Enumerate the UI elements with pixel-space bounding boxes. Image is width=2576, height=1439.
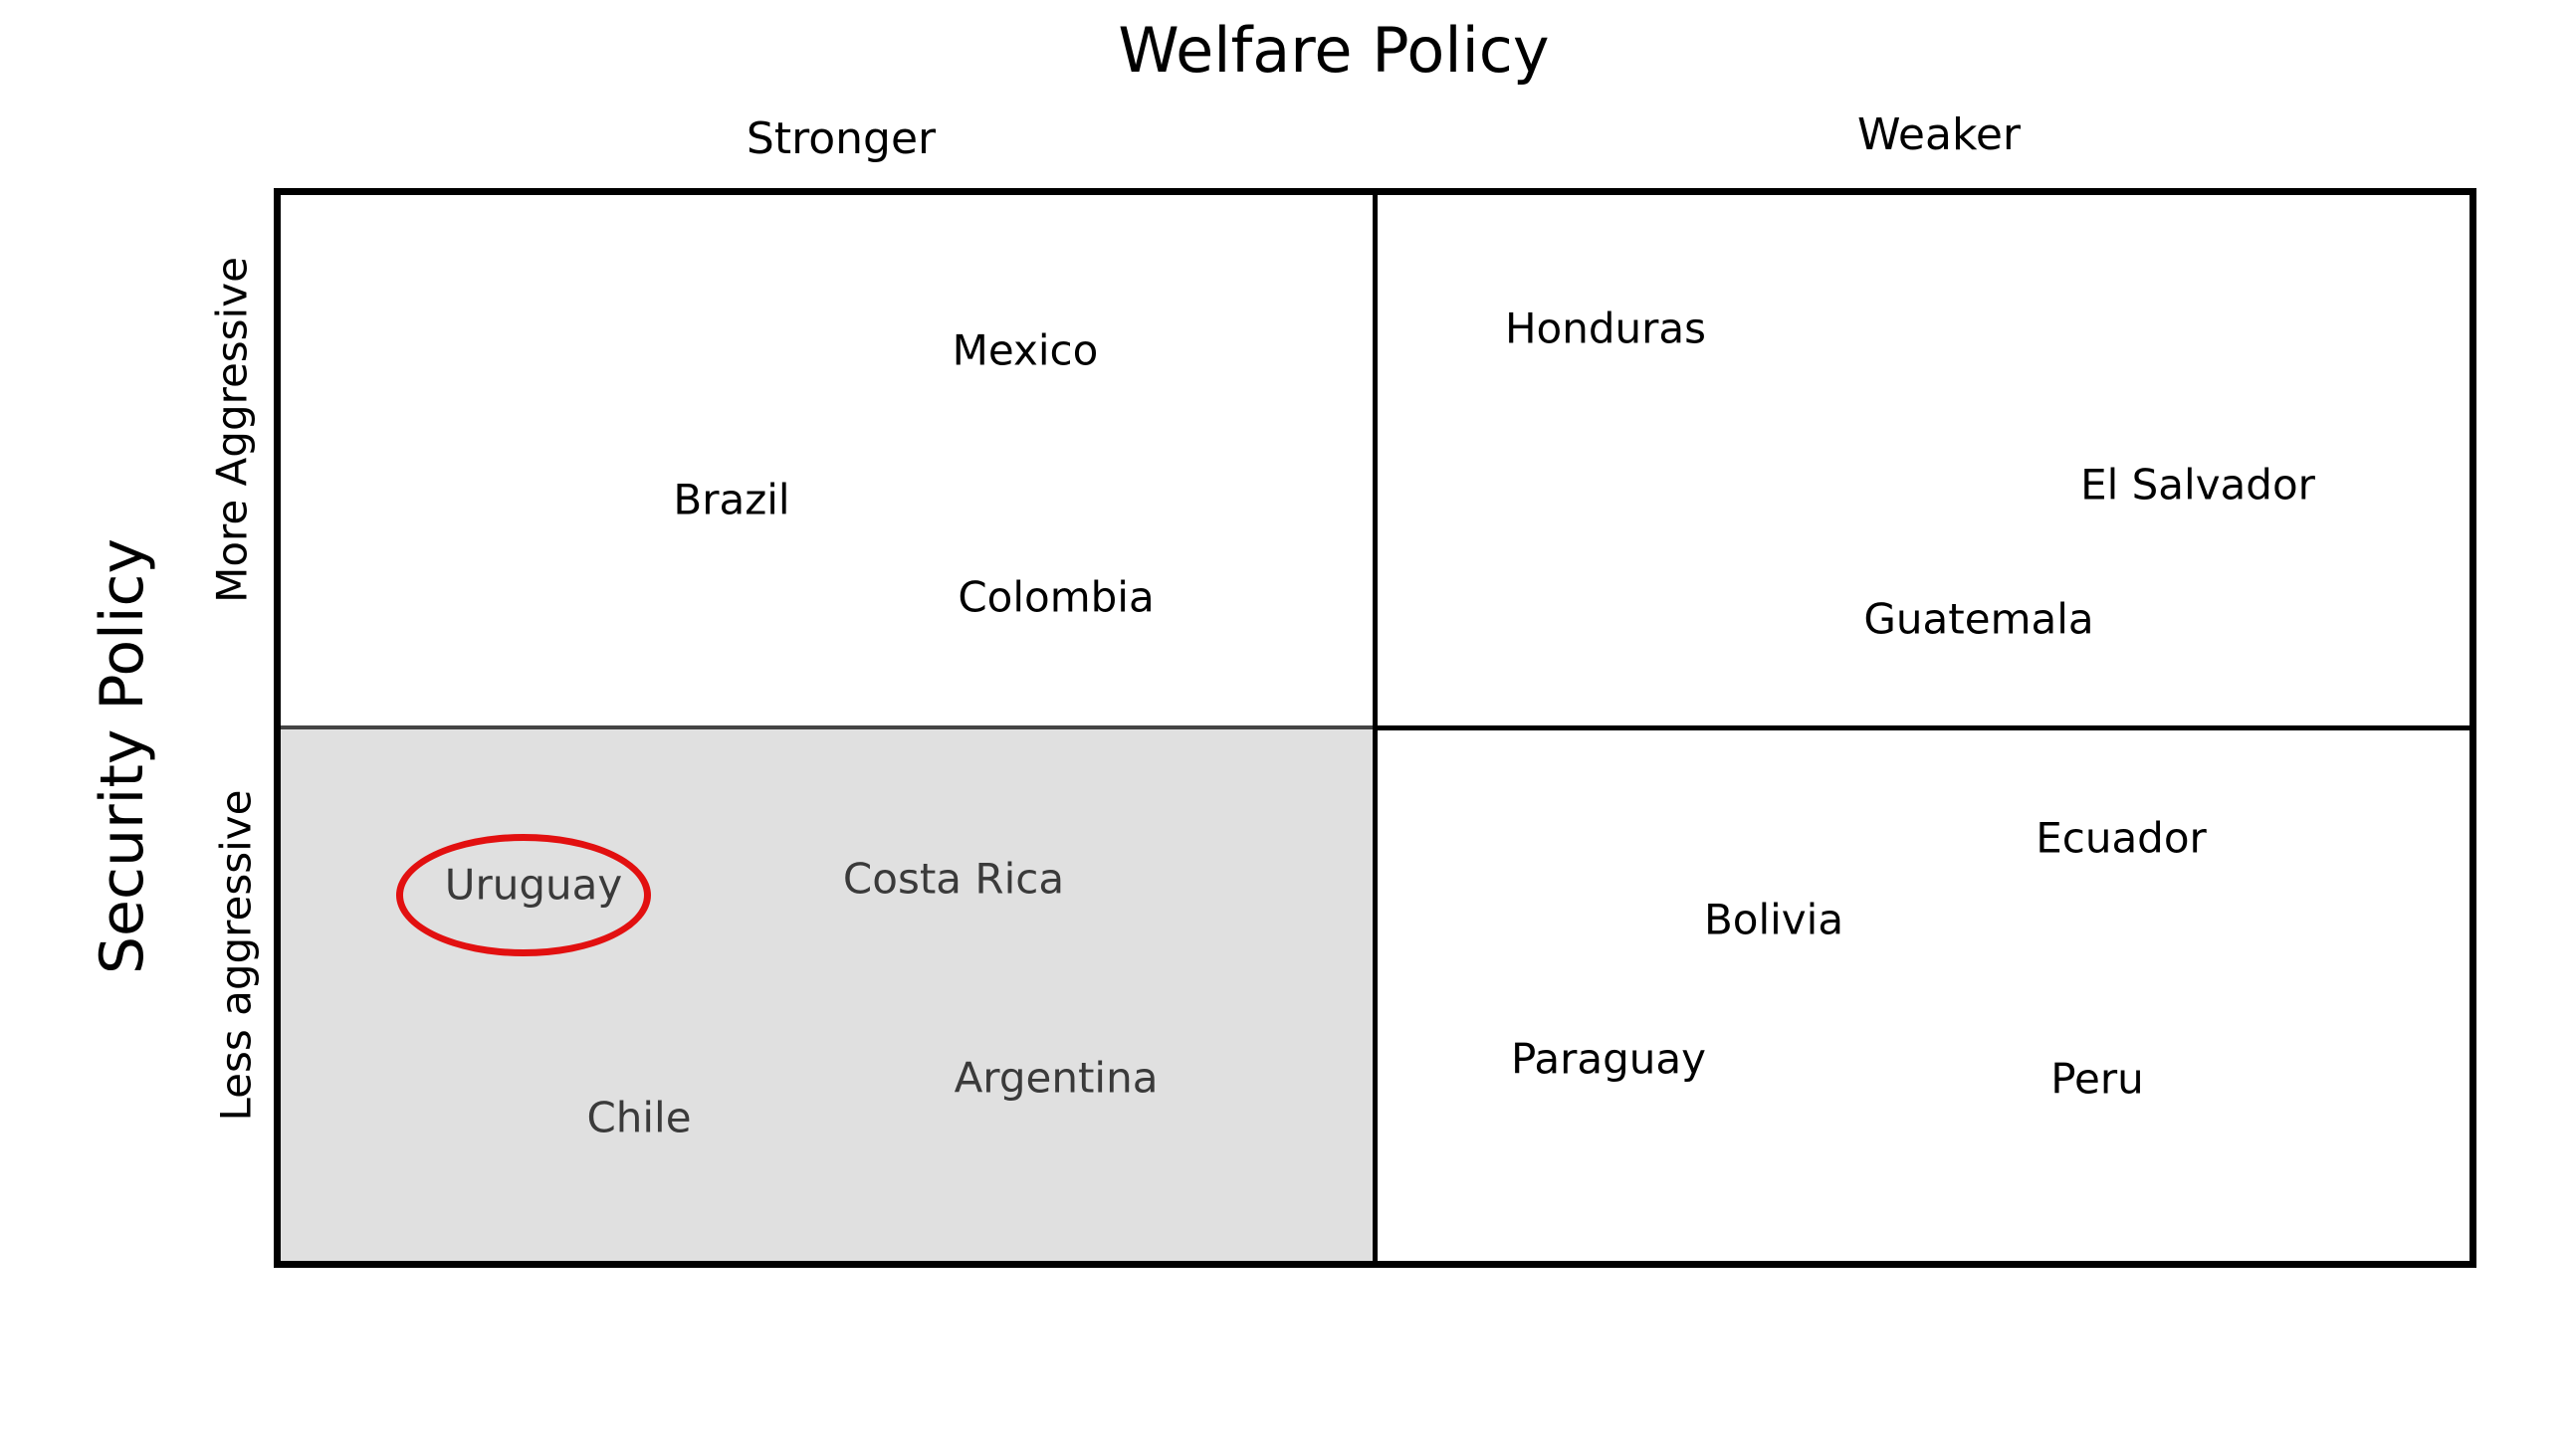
- row-label-less-aggressive: Less aggressive: [211, 789, 261, 1122]
- country-label: Colombia: [958, 572, 1155, 622]
- y-axis-title: Security Policy: [88, 537, 157, 975]
- country-label: Paraguay: [1510, 1034, 1707, 1084]
- column-label-weaker: Weaker: [1856, 109, 2022, 160]
- chart-title: Welfare Policy: [1118, 14, 1550, 87]
- country-label: Brazil: [673, 475, 790, 524]
- row-label-more-aggressive: More Aggressive: [207, 257, 257, 603]
- country-label: Chile: [586, 1093, 692, 1142]
- column-label-stronger: Stronger: [746, 113, 937, 164]
- highlight-ellipse: [396, 834, 651, 956]
- country-label: Ecuador: [2036, 813, 2207, 863]
- country-label: Bolivia: [1703, 895, 1844, 944]
- country-label: El Salvador: [2080, 460, 2315, 510]
- country-label: Costa Rica: [842, 854, 1065, 904]
- quadrant-stronger-less-shaded: [274, 725, 1378, 1268]
- country-label: Peru: [2050, 1054, 2144, 1104]
- country-label: Mexico: [952, 325, 1099, 375]
- country-label: Argentina: [954, 1053, 1159, 1103]
- country-label: Honduras: [1504, 304, 1707, 353]
- horizontal-divider: [1373, 725, 2476, 730]
- country-label: Guatemala: [1863, 594, 2094, 644]
